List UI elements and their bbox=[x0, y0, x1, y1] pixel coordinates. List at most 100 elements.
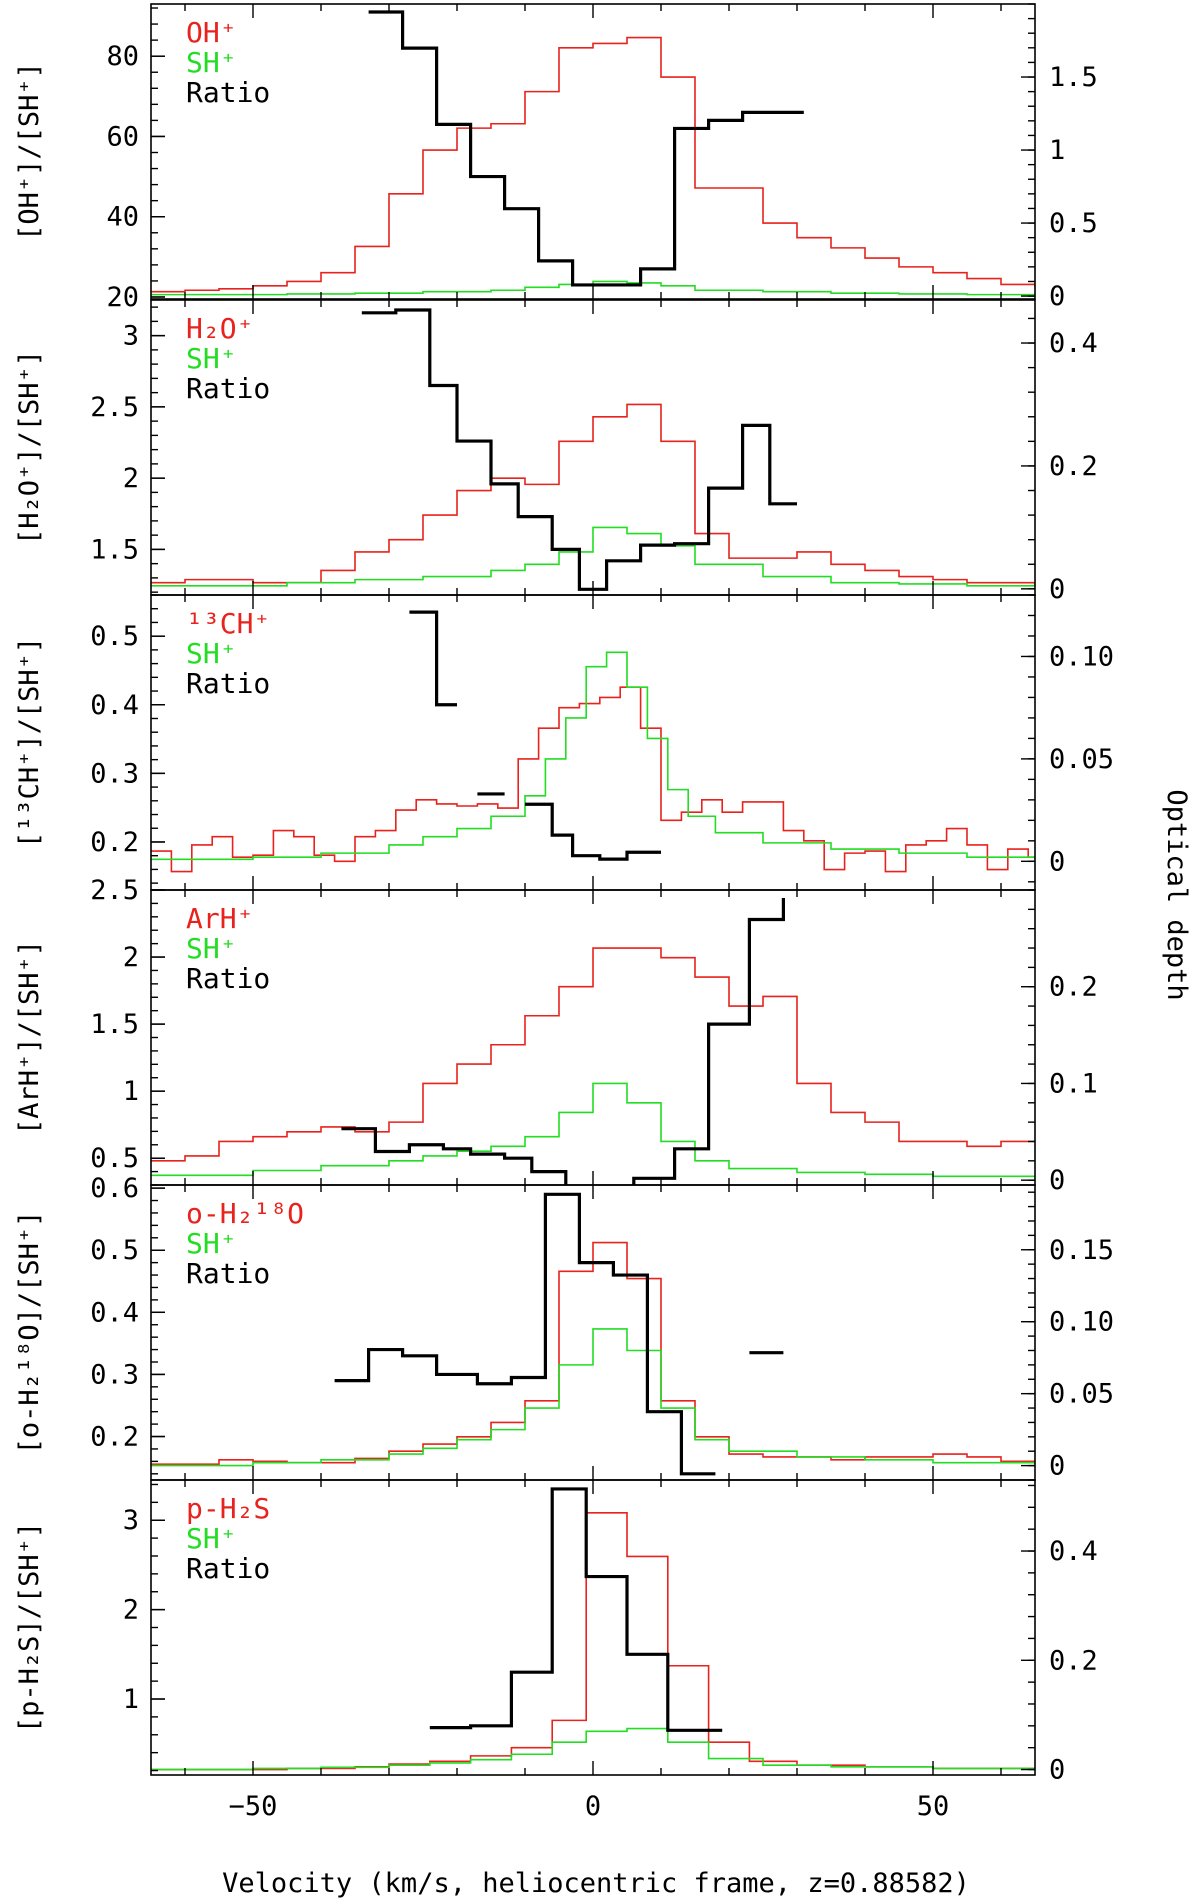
left-tick-label: 3 bbox=[123, 321, 139, 352]
series-ratio-segment-0 bbox=[409, 610, 457, 707]
right-axis-title: Optical depth bbox=[1161, 789, 1192, 1000]
series-species bbox=[151, 36, 1035, 293]
right-tick-label: 0.2 bbox=[1049, 972, 1098, 1003]
legend-sh: SH⁺ bbox=[186, 1227, 237, 1260]
y-axis-title: [o-H₂¹⁸O]/[SH⁺] bbox=[14, 1211, 45, 1455]
right-tick-label: 0.10 bbox=[1049, 641, 1114, 672]
right-tick-label: 0.4 bbox=[1049, 1536, 1098, 1567]
x-tick-label: 50 bbox=[917, 1791, 950, 1822]
right-tick-label: 0.05 bbox=[1049, 1379, 1114, 1410]
right-tick-label: 0.5 bbox=[1049, 208, 1098, 239]
series-species bbox=[151, 947, 1035, 1162]
left-tick-label: 60 bbox=[106, 121, 139, 152]
left-tick-label: 2.5 bbox=[90, 392, 139, 423]
legend-species: ArH⁺ bbox=[186, 902, 253, 935]
left-tick-label: 1.5 bbox=[90, 1009, 139, 1040]
legend-species: H₂O⁺ bbox=[186, 312, 253, 345]
left-tick-label: 0.2 bbox=[90, 827, 139, 858]
left-tick-label: 2.5 bbox=[90, 875, 139, 906]
right-tick-label: 0.15 bbox=[1049, 1235, 1114, 1266]
left-tick-label: 1.5 bbox=[90, 534, 139, 565]
legend-ratio: Ratio bbox=[186, 962, 270, 995]
series-sh bbox=[151, 1082, 1035, 1178]
legend-sh: SH⁺ bbox=[186, 1522, 237, 1555]
legend-sh: SH⁺ bbox=[186, 342, 237, 375]
series-sh bbox=[151, 280, 1035, 296]
right-tick-label: 0 bbox=[1049, 846, 1065, 877]
left-tick-label: 0.3 bbox=[90, 1359, 139, 1390]
right-tick-label: 1.5 bbox=[1049, 62, 1098, 93]
legend-ratio: Ratio bbox=[186, 1257, 270, 1290]
left-tick-label: 0.4 bbox=[90, 1297, 139, 1328]
right-tick-label: 0.2 bbox=[1049, 1645, 1098, 1676]
left-tick-label: 0.2 bbox=[90, 1422, 139, 1453]
left-tick-label: 0.4 bbox=[90, 690, 139, 721]
series-ratio bbox=[368, 10, 804, 287]
legend-sh: SH⁺ bbox=[186, 637, 237, 670]
right-tick-label: 0 bbox=[1049, 574, 1065, 605]
left-tick-label: 0.6 bbox=[90, 1173, 139, 1204]
y-axis-title: [H₂O⁺]/[SH⁺] bbox=[14, 350, 45, 545]
series-ratio bbox=[429, 1487, 723, 1732]
right-tick-label: 1 bbox=[1049, 135, 1065, 166]
series-sh bbox=[151, 651, 1035, 861]
left-tick-label: 2 bbox=[123, 1595, 139, 1626]
left-tick-label: 1 bbox=[123, 1076, 139, 1107]
panel-1: 1.5 2 2.5 3 0 0.2 0.4 [H₂O⁺]/[SH⁺] H₂O⁺SH⁺Ratio bbox=[14, 299, 1098, 605]
x-axis: −50 0 50 bbox=[229, 1791, 950, 1822]
legend-sh: SH⁺ bbox=[186, 46, 237, 79]
y-axis-title: [OH⁺]/[SH⁺] bbox=[14, 62, 45, 241]
panel-2: 0.2 0.3 0.4 0.5 0 0.05 0.10 [¹³CH⁺]/[SH⁺] ¹³CH⁺S… bbox=[14, 594, 1114, 891]
left-tick-label: 40 bbox=[106, 202, 139, 233]
legend-ratio: Ratio bbox=[186, 667, 270, 700]
right-tick-label: 0 bbox=[1049, 281, 1065, 312]
series-sh bbox=[151, 1328, 1035, 1467]
right-tick-label: 0.4 bbox=[1049, 328, 1098, 359]
left-tick-label: 3 bbox=[123, 1505, 139, 1536]
left-tick-label: 0.5 bbox=[90, 621, 139, 652]
series-ratio-segment-0 bbox=[334, 1192, 716, 1476]
series-sh bbox=[151, 526, 1035, 587]
right-tick-label: 0.1 bbox=[1049, 1068, 1098, 1099]
y-axis-title: [ArH⁺]/[SH⁺] bbox=[14, 940, 45, 1135]
right-tick-label: 0.2 bbox=[1049, 451, 1098, 482]
legend-species: o-H₂¹⁸O bbox=[186, 1197, 304, 1230]
panel-0: 20 40 60 80 0 0.5 1 1.5 [OH⁺]/[SH⁺] OH⁺SH⁺Ratio bbox=[14, 3, 1098, 313]
x-axis-title: Velocity (km/s, heliocentric frame, z=0.… bbox=[222, 1868, 970, 1899]
series-species bbox=[151, 403, 1035, 586]
panel-3: 0.5 1 1.5 2 2.5 0 0.1 0.2 [ArH⁺]/[SH⁺] ArH⁺SH⁺Rat… bbox=[14, 875, 1098, 1196]
left-tick-label: 0.5 bbox=[90, 1235, 139, 1266]
series-ratio-segment-2 bbox=[525, 802, 661, 861]
legend-species: ¹³CH⁺ bbox=[186, 607, 270, 640]
legend-ratio: Ratio bbox=[186, 372, 270, 405]
y-axis-title: [p-H₂S]/[SH⁺] bbox=[14, 1522, 45, 1733]
legend-species: p-H₂S bbox=[186, 1492, 270, 1525]
left-tick-label: 1 bbox=[123, 1684, 139, 1715]
legend-species: OH⁺ bbox=[186, 16, 237, 49]
series-ratio bbox=[361, 308, 797, 591]
right-tick-label: 0 bbox=[1049, 1755, 1065, 1786]
series-species bbox=[151, 686, 1035, 873]
right-tick-label: 0.05 bbox=[1049, 744, 1114, 775]
left-tick-label: 2 bbox=[123, 942, 139, 973]
series-sh bbox=[151, 1727, 1035, 1771]
left-tick-label: 0.3 bbox=[90, 758, 139, 789]
series-ratio bbox=[341, 898, 785, 1185]
left-tick-label: 20 bbox=[106, 282, 139, 313]
right-tick-label: 0.10 bbox=[1049, 1307, 1114, 1338]
panel-4: 0.2 0.3 0.4 0.5 0.6 0 0.05 0.10 0.15 [o-H₂¹⁸O]/[S… bbox=[14, 1173, 1114, 1482]
legend-sh: SH⁺ bbox=[186, 932, 237, 965]
x-tick-label: −50 bbox=[229, 1791, 278, 1822]
left-tick-label: 0.5 bbox=[90, 1143, 139, 1174]
panel-frame bbox=[150, 594, 1036, 891]
left-tick-label: 80 bbox=[106, 41, 139, 72]
y-axis-title: [¹³CH⁺]/[SH⁺] bbox=[14, 637, 45, 848]
legend-ratio: Ratio bbox=[186, 1552, 270, 1585]
right-tick-label: 0 bbox=[1049, 1165, 1065, 1196]
right-tick-label: 0 bbox=[1049, 1451, 1065, 1482]
legend-ratio: Ratio bbox=[186, 76, 270, 109]
x-tick-label: 0 bbox=[585, 1791, 601, 1822]
left-tick-label: 2 bbox=[123, 463, 139, 494]
